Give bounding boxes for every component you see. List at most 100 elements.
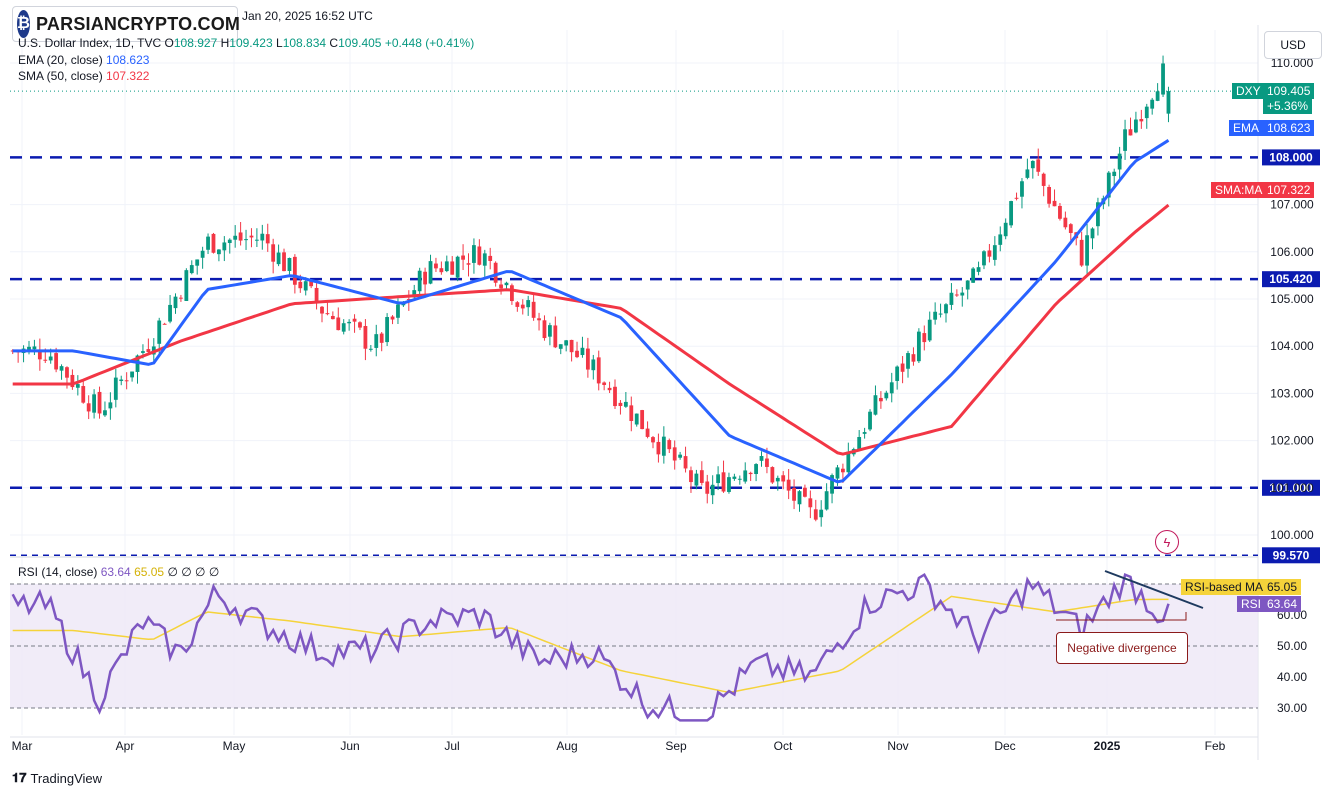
candle-body	[1036, 159, 1041, 172]
candle-body	[358, 322, 362, 328]
candle-body	[330, 315, 335, 320]
candle-body	[987, 250, 992, 257]
candle-body	[352, 318, 357, 322]
candle-body	[75, 384, 80, 388]
candle-body	[661, 436, 666, 456]
candle-body	[537, 318, 541, 321]
candle-body	[1020, 181, 1024, 197]
candle-body	[727, 477, 731, 492]
rsi-legend-extra: ∅ ∅ ∅ ∅	[167, 565, 220, 579]
candle-body	[1068, 224, 1073, 233]
candle-body	[808, 498, 813, 508]
ema-legend[interactable]: EMA (20, close) 108.623	[18, 53, 149, 67]
candle-body	[222, 242, 227, 251]
candle-body	[558, 344, 563, 349]
candle-body	[276, 252, 281, 265]
rsi-ma-tag-label: RSI-based MA	[1181, 579, 1268, 595]
candle-body	[672, 447, 677, 461]
candle-body	[1009, 201, 1014, 226]
candle-body	[835, 467, 840, 479]
high-value: 109.423	[229, 36, 273, 50]
ema-tag-label: EMA	[1229, 120, 1264, 136]
price-tick-label: 100.000	[1270, 528, 1314, 542]
candle-body	[211, 233, 216, 253]
candle-body	[81, 386, 86, 403]
rsi-legend[interactable]: RSI (14, close) 63.64 65.05 ∅ ∅ ∅ ∅	[18, 565, 219, 579]
candle-body	[92, 394, 97, 413]
rsi-ma-line	[12, 595, 1169, 694]
candle-body	[634, 413, 639, 425]
candle-body	[1003, 222, 1008, 237]
candle-body	[651, 437, 655, 443]
axes: 100.000 101.000 102.000 103.000 104.000 105.0…	[12, 56, 1314, 753]
sma-tag-label: SMA:MA	[1211, 182, 1267, 198]
candle-body	[602, 382, 607, 385]
ema-legend-label: EMA (20, close)	[18, 53, 103, 67]
price-tick-label: 103.000	[1270, 386, 1314, 400]
candle-body	[906, 353, 910, 369]
candle-body	[227, 239, 232, 244]
candle-body	[575, 350, 579, 358]
candle-body	[347, 321, 352, 324]
candle-body	[130, 371, 134, 378]
symbol-label[interactable]: U.S. Dollar Index, 1D, TVC	[18, 36, 162, 50]
candle-body	[108, 402, 113, 409]
candle-body	[472, 245, 476, 263]
candle-body	[1085, 235, 1089, 266]
candle-body	[1052, 200, 1057, 207]
dxy-tag-symbol: DXY	[1232, 83, 1265, 99]
candle-body	[466, 263, 471, 265]
candle-body	[944, 304, 948, 314]
dxy-tag-change: +5.36%	[1263, 98, 1313, 114]
candle-body	[1079, 239, 1084, 266]
sma-legend-label: SMA (50, close)	[18, 69, 103, 83]
candle-body	[168, 304, 172, 322]
level-tag-99.570	[1262, 547, 1320, 564]
currency-button[interactable]: USD	[1264, 31, 1322, 59]
candle-body	[119, 379, 124, 381]
candle-body	[645, 428, 650, 437]
rsi-ma-tag-price: 65.05	[1263, 579, 1302, 595]
candle-body	[526, 300, 531, 308]
tradingview-brand[interactable]: 𝟏𝟕 TradingView	[12, 770, 102, 786]
time-tick-label: Jul	[444, 739, 459, 753]
candle-body	[911, 354, 916, 362]
candle-body	[499, 284, 503, 289]
horizontal-levels: 108.000 105.420 101.000 99.570	[10, 90, 1320, 564]
rsi-tick-label: 50.00	[1277, 639, 1307, 653]
candle-body	[547, 325, 552, 337]
candle-body	[271, 244, 276, 262]
time-tick-label: Oct	[774, 739, 793, 753]
candle-body	[48, 356, 53, 361]
candle-body	[325, 313, 330, 315]
candle-body	[613, 386, 617, 407]
candle-body	[748, 472, 753, 475]
candle-body	[309, 280, 314, 287]
open-label: O	[164, 36, 174, 50]
level-tag-105.420	[1262, 271, 1320, 288]
candle-body	[184, 270, 189, 301]
level-tag-text-108.000: 108.000	[1269, 150, 1313, 164]
candle-body	[1139, 118, 1144, 122]
candle-body	[889, 382, 894, 394]
candle-body	[282, 252, 286, 272]
level-tag-text-105.420: 105.420	[1269, 272, 1313, 286]
ema-tag-price: 108.623	[1263, 120, 1315, 136]
candle-body	[982, 251, 986, 266]
lightning-icon[interactable]: ϟ	[1155, 530, 1179, 554]
candle-body	[1047, 187, 1051, 204]
rsi-ma-legend-value: 65.05	[134, 565, 165, 579]
candle-body	[813, 509, 818, 520]
candle-body	[1161, 63, 1165, 95]
sma-legend[interactable]: SMA (50, close) 107.322	[18, 69, 149, 83]
low-label: L	[276, 36, 283, 50]
candles[interactable]	[10, 55, 1171, 527]
candle-body	[390, 316, 395, 320]
candle-body	[933, 311, 938, 320]
ohlc-legend[interactable]: U.S. Dollar Index, 1D, TVC O108.927 H109…	[18, 36, 474, 50]
candle-body	[428, 261, 433, 284]
candle-body	[439, 268, 444, 273]
candle-body	[37, 349, 42, 360]
candle-body	[493, 262, 498, 283]
candle-body	[580, 347, 585, 356]
